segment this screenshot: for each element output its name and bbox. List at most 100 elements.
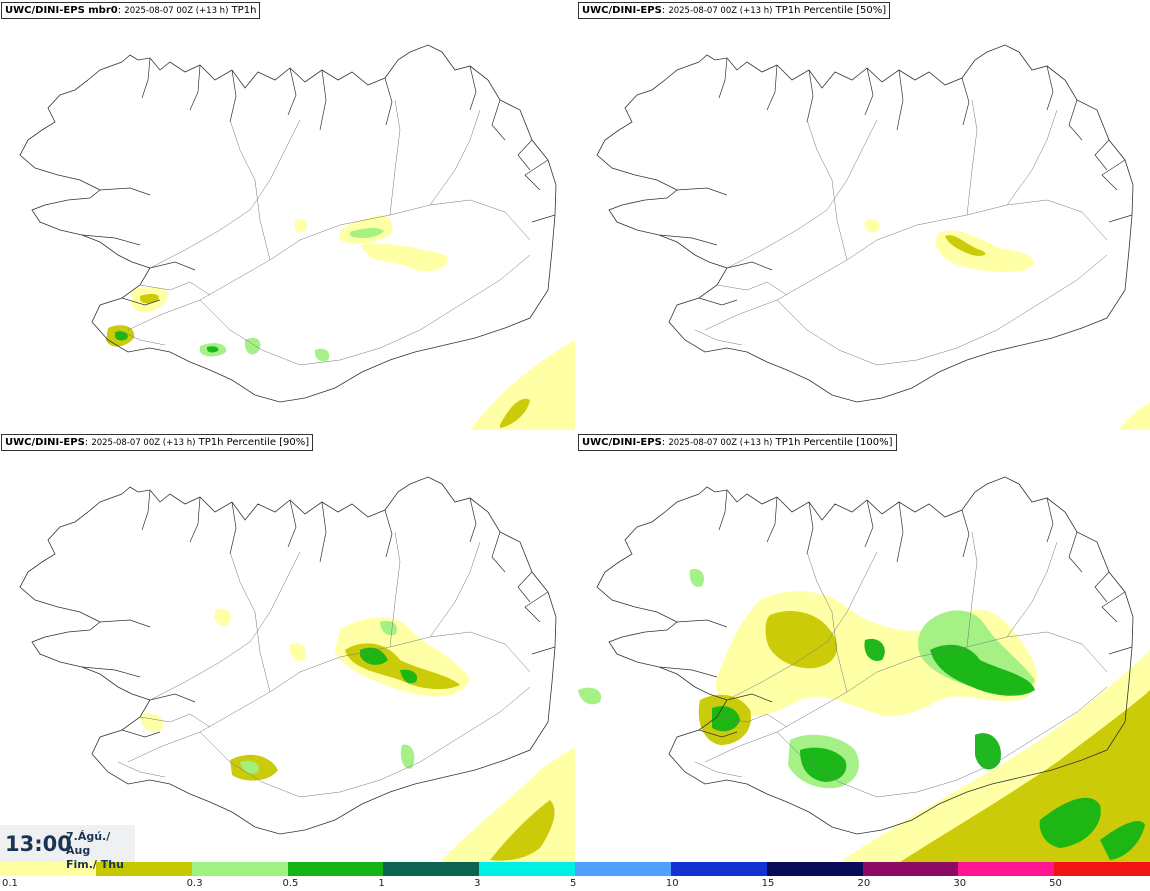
fjord-line — [726, 261, 773, 271]
fjord-line — [864, 499, 874, 548]
colorbar-swatch — [958, 862, 1055, 876]
fjord-line — [99, 187, 151, 196]
road-line — [139, 713, 211, 728]
fjord-line — [896, 69, 904, 131]
fjord-line — [189, 64, 201, 111]
valid-time-box: 13:00 7.Ágú./ Aug Fim./ Thu — [0, 825, 135, 871]
panel-divider — [575, 0, 577, 862]
fjord-line — [1101, 159, 1126, 191]
fjord-line — [961, 509, 970, 558]
fjord-line — [319, 69, 327, 131]
precip-contour — [240, 760, 259, 774]
fjord-line — [287, 499, 297, 548]
precip-contour — [350, 228, 384, 239]
map-svg — [19, 44, 575, 430]
road-line — [716, 281, 788, 296]
fjord-line — [658, 234, 718, 246]
fjord-line — [517, 571, 533, 603]
fjord-line — [517, 139, 533, 171]
fjord-line — [229, 69, 237, 123]
road-line — [726, 119, 878, 269]
road-line — [229, 551, 271, 693]
fjord-line — [287, 67, 297, 116]
colorbar-tick-label: 0.3 — [186, 878, 203, 889]
fjord-line — [806, 69, 814, 123]
fjord-line — [698, 297, 738, 306]
fjord-line — [81, 234, 141, 246]
road-line — [694, 761, 743, 778]
precip-contour — [490, 800, 555, 861]
precip-contour — [578, 687, 602, 705]
precip-contour — [945, 235, 986, 256]
colorbar-swatch — [862, 862, 959, 876]
colorbar-swatch — [95, 862, 193, 876]
fjord-line — [658, 666, 718, 678]
colorbar-swatch — [766, 862, 863, 876]
fjord-line — [1094, 139, 1110, 171]
road-line — [1006, 109, 1058, 206]
road-line — [199, 254, 531, 366]
fjord-line — [766, 64, 778, 111]
colorbar-swatch — [383, 862, 480, 876]
colorbar-swatch — [287, 862, 384, 876]
road-line — [127, 631, 531, 763]
road-line — [1006, 541, 1058, 638]
fjord-line — [531, 214, 556, 223]
colorbar-tick-label: 30 — [953, 878, 967, 889]
road-line — [139, 281, 211, 296]
colorbar-tick-label: 50 — [1049, 878, 1062, 889]
precip-contour — [864, 219, 880, 233]
road-line — [199, 686, 531, 798]
road-line — [389, 99, 401, 216]
valid-date-line2: Fim./ Thu — [66, 858, 124, 871]
fjord-line — [121, 297, 161, 306]
road-line — [806, 551, 848, 693]
fjord-line — [1068, 99, 1083, 141]
valid-date-line1: 7.Ágú./ Aug — [66, 830, 111, 857]
colorbar-tick-label: 1 — [378, 878, 385, 889]
fjord-line — [531, 646, 556, 655]
fjord-line — [81, 666, 141, 678]
coastline — [596, 44, 1134, 403]
precip-contour — [207, 346, 219, 353]
colorbar-swatch — [1054, 862, 1150, 876]
road-line — [117, 761, 166, 778]
colorbar-swatch — [670, 862, 768, 876]
fjord-line — [1046, 65, 1054, 111]
road-line — [694, 329, 743, 346]
colorbar-swatch — [0, 862, 97, 876]
fjord-line — [469, 497, 477, 543]
fjord-line — [806, 501, 814, 555]
road-line — [966, 531, 978, 648]
fjord-line — [726, 693, 773, 703]
coastline — [596, 476, 1134, 835]
precip-contour — [380, 620, 398, 636]
road-line — [726, 551, 878, 701]
fjord-line — [491, 99, 506, 141]
map-panel-mbr0: UWC/DINI-EPS mbr0: 2025-08-07 00Z (+13 h… — [0, 0, 575, 430]
precip-contour — [289, 643, 307, 662]
fjord-line — [718, 57, 728, 99]
panel-title: UWC/DINI-EPS: 2025-08-07 00Z (+13 h) TP1… — [578, 434, 897, 451]
precip-contour — [400, 744, 415, 769]
valid-date: 7.Ágú./ Aug Fim./ Thu — [66, 830, 135, 872]
fjord-line — [1068, 531, 1083, 573]
fjord-line — [99, 619, 151, 628]
fjord-line — [319, 501, 327, 563]
panel-title: UWC/DINI-EPS: 2025-08-07 00Z (+13 h) TP1… — [1, 434, 314, 451]
colorbar-tick-label: 3 — [474, 878, 481, 889]
colorbar-swatch — [479, 862, 576, 876]
panel-title: UWC/DINI-EPS: 2025-08-07 00Z (+13 h) TP1… — [578, 2, 891, 19]
fjord-line — [121, 729, 161, 738]
map-panel-p50: UWC/DINI-EPS: 2025-08-07 00Z (+13 h) TP1… — [577, 0, 1150, 430]
fjord-line — [961, 77, 970, 126]
precip-contour — [140, 293, 159, 304]
fjord-line — [141, 489, 151, 531]
precip-contour — [1100, 820, 1145, 860]
precip-contour — [470, 340, 575, 430]
precip-contour — [975, 733, 1001, 770]
fjord-line — [698, 729, 738, 738]
colorbar-tick-label: 0.5 — [282, 878, 299, 889]
precip-contour — [360, 647, 388, 665]
colorbar-tick-label: 0.1 — [2, 878, 18, 889]
